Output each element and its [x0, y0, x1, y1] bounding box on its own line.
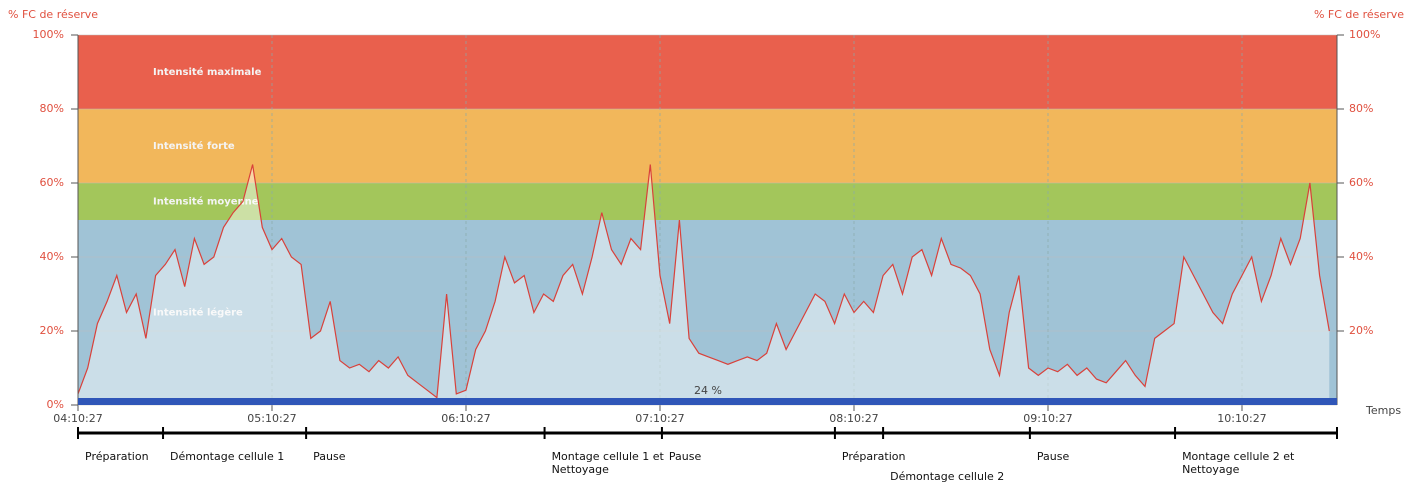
- phase-label: Démontage cellule 2: [890, 470, 1004, 482]
- phase-label: Nettoyage: [1182, 463, 1240, 476]
- y2-tick-label: 40%: [1349, 250, 1373, 263]
- summary-label: 24 %: [694, 384, 722, 397]
- phase-label: Pause: [669, 450, 702, 463]
- phase-label: Préparation: [85, 450, 149, 463]
- x-tick-label: 04:10:27: [53, 412, 102, 425]
- y2-tick-label: 100%: [1349, 28, 1380, 41]
- phase-label: Montage cellule 1 et: [552, 450, 665, 463]
- y-tick-label: 40%: [40, 250, 64, 263]
- x-axis-label: Temps: [1365, 404, 1401, 417]
- intensity-zone: [78, 35, 1337, 109]
- y-tick-label: 0%: [47, 398, 64, 411]
- y-tick-label: 80%: [40, 102, 64, 115]
- summary-bar: [78, 398, 1337, 405]
- x-tick-label: 07:10:27: [635, 412, 684, 425]
- y2-tick-label: 60%: [1349, 176, 1373, 189]
- x-tick-label: 08:10:27: [829, 412, 878, 425]
- y-tick-label: 60%: [40, 176, 64, 189]
- y-tick-label: 20%: [40, 324, 64, 337]
- zone-label: Intensité moyenne: [153, 196, 259, 208]
- zone-label: Intensité légère: [153, 307, 243, 319]
- line: [77, 164, 1330, 399]
- phase-label: Nettoyage: [552, 463, 610, 476]
- area-under-line: [78, 164, 1330, 405]
- phase-label: Pause: [1037, 450, 1070, 463]
- x-tick-label: 09:10:27: [1023, 412, 1072, 425]
- y-tick-label: 100%: [33, 28, 64, 41]
- zone-label: Intensité maximale: [153, 66, 262, 78]
- intensity-zone: [78, 109, 1337, 183]
- phase-label: Pause: [313, 450, 346, 463]
- y2-tick-label: 20%: [1349, 324, 1373, 337]
- phase-label: Montage cellule 2 et: [1182, 450, 1295, 463]
- phase-label: Préparation: [842, 450, 906, 463]
- y2-axis-label: % FC de réserve: [1314, 8, 1404, 21]
- x-tick-label: 05:10:27: [247, 412, 296, 425]
- x-tick-label: 06:10:27: [441, 412, 490, 425]
- y-axis-label: % FC de réserve: [8, 8, 98, 21]
- x-tick-label: 10:10:27: [1217, 412, 1266, 425]
- phase-label: Démontage cellule 1: [170, 450, 284, 463]
- intensity-zone: [78, 183, 1337, 220]
- zone-label: Intensité forte: [153, 140, 235, 152]
- y2-tick-label: 80%: [1349, 102, 1373, 115]
